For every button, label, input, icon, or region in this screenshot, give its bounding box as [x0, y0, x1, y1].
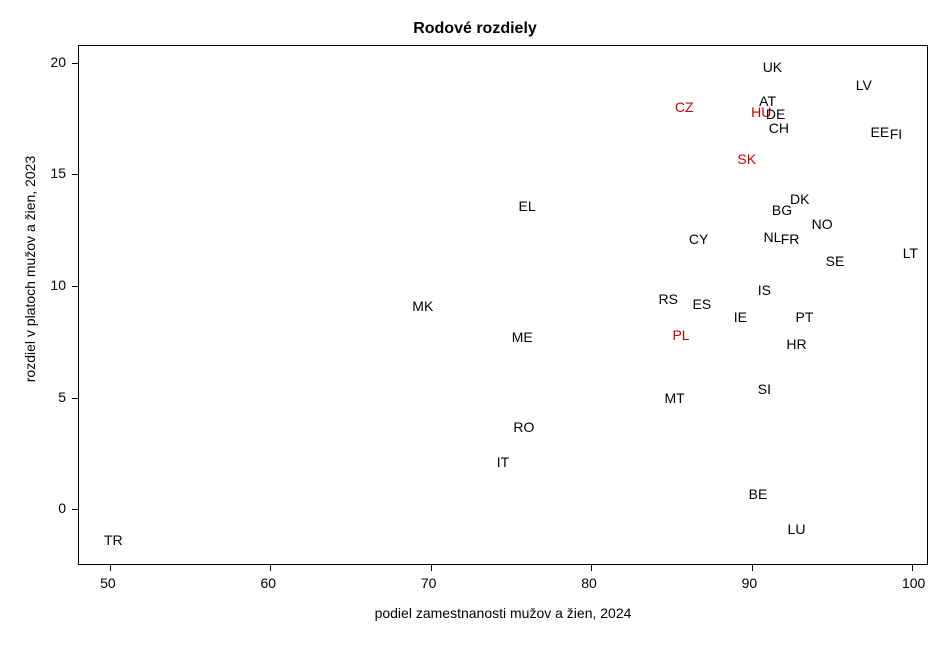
y-axis-label: rozdiel v platoch mužov a žien, 2023 — [22, 113, 38, 425]
data-point: SI — [758, 381, 771, 397]
data-point: IS — [758, 282, 771, 298]
x-tick — [591, 565, 592, 571]
data-point: NO — [812, 216, 833, 232]
data-point: ME — [512, 329, 533, 345]
data-point: NL — [763, 229, 781, 245]
x-tick — [110, 565, 111, 571]
data-point: LT — [903, 245, 918, 261]
data-point: EL — [518, 198, 535, 214]
y-tick — [72, 509, 78, 510]
data-point: IE — [734, 309, 747, 325]
data-point: LU — [788, 521, 806, 537]
data-point: LV — [856, 77, 872, 93]
data-point: DK — [790, 191, 809, 207]
chart-container: Rodové rozdiely 50 60 70 80 90 100 0 5 10 15 20 pod… — [0, 0, 950, 650]
data-point: MK — [412, 298, 433, 314]
data-point: PT — [796, 309, 814, 325]
data-point: CH — [769, 120, 789, 136]
y-tick-label: 15 — [50, 165, 66, 181]
chart-title: Rodové rozdiely — [0, 20, 950, 38]
x-tick-label: 80 — [581, 575, 597, 591]
y-tick-label: 5 — [58, 389, 66, 405]
x-tick-label: 70 — [421, 575, 437, 591]
y-tick-label: 20 — [50, 54, 66, 70]
plot-area — [78, 45, 928, 565]
x-tick-label: 90 — [742, 575, 758, 591]
data-point: UK — [763, 59, 782, 75]
y-tick — [72, 398, 78, 399]
data-point: SK — [737, 151, 756, 167]
data-point: SE — [826, 253, 845, 269]
data-point: BE — [749, 486, 768, 502]
data-point: FI — [890, 126, 902, 142]
data-point: RS — [658, 291, 677, 307]
x-tick — [431, 565, 432, 571]
y-tick-label: 0 — [58, 500, 66, 516]
data-point: TR — [104, 532, 123, 548]
data-point: ES — [693, 296, 712, 312]
data-point: MT — [664, 390, 684, 406]
y-tick — [72, 174, 78, 175]
data-point: FR — [781, 231, 800, 247]
data-point: CY — [689, 231, 708, 247]
y-tick-label: 10 — [50, 277, 66, 293]
x-tick-label: 50 — [100, 575, 116, 591]
x-tick-label: 100 — [902, 575, 925, 591]
x-tick — [912, 565, 913, 571]
y-tick — [72, 63, 78, 64]
data-point: IT — [497, 454, 509, 470]
x-tick-label: 60 — [260, 575, 276, 591]
x-tick — [270, 565, 271, 571]
data-point: RO — [513, 419, 534, 435]
x-axis-label: podiel zamestnanosti mužov a žien, 2024 — [78, 605, 928, 621]
data-point: EE — [871, 124, 890, 140]
data-point: CZ — [675, 99, 694, 115]
x-tick — [752, 565, 753, 571]
data-point: PL — [672, 327, 689, 343]
y-tick — [72, 286, 78, 287]
data-point: HR — [786, 336, 806, 352]
